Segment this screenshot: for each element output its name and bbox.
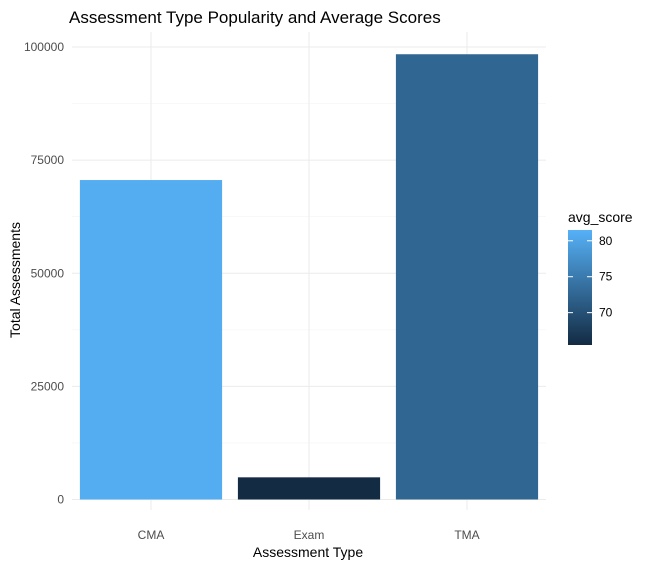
x-tick-label: Exam: [294, 528, 325, 542]
bar-tma: [395, 54, 539, 500]
legend-tick-label: 70: [599, 306, 613, 320]
x-axis-ticks: CMA Exam TMA: [138, 528, 480, 542]
y-tick-label: 75000: [31, 153, 65, 167]
x-tick-label: TMA: [454, 528, 479, 542]
legend-tick-label: 75: [599, 270, 613, 284]
bar-exam: [237, 477, 381, 500]
bar-cma: [79, 180, 223, 500]
legend-title: avg_score: [568, 209, 633, 225]
legend-color-bar: [568, 230, 592, 345]
bars: [79, 54, 539, 500]
color-legend: avg_score 70 75 80: [568, 209, 633, 345]
y-axis-ticks: 0 25000 50000 75000 100000: [24, 40, 64, 507]
chart-title: Assessment Type Popularity and Average S…: [69, 8, 441, 27]
y-tick-label: 100000: [24, 40, 64, 54]
legend-tick-label: 80: [599, 234, 613, 248]
y-tick-label: 0: [57, 493, 64, 507]
y-tick-label: 50000: [31, 266, 65, 280]
y-axis-title: Total Assessments: [7, 222, 23, 338]
x-tick-label: CMA: [138, 528, 165, 542]
y-tick-label: 25000: [31, 379, 65, 393]
legend-ticks: 70 75 80: [568, 234, 613, 320]
x-axis-title: Assessment Type: [253, 544, 363, 560]
